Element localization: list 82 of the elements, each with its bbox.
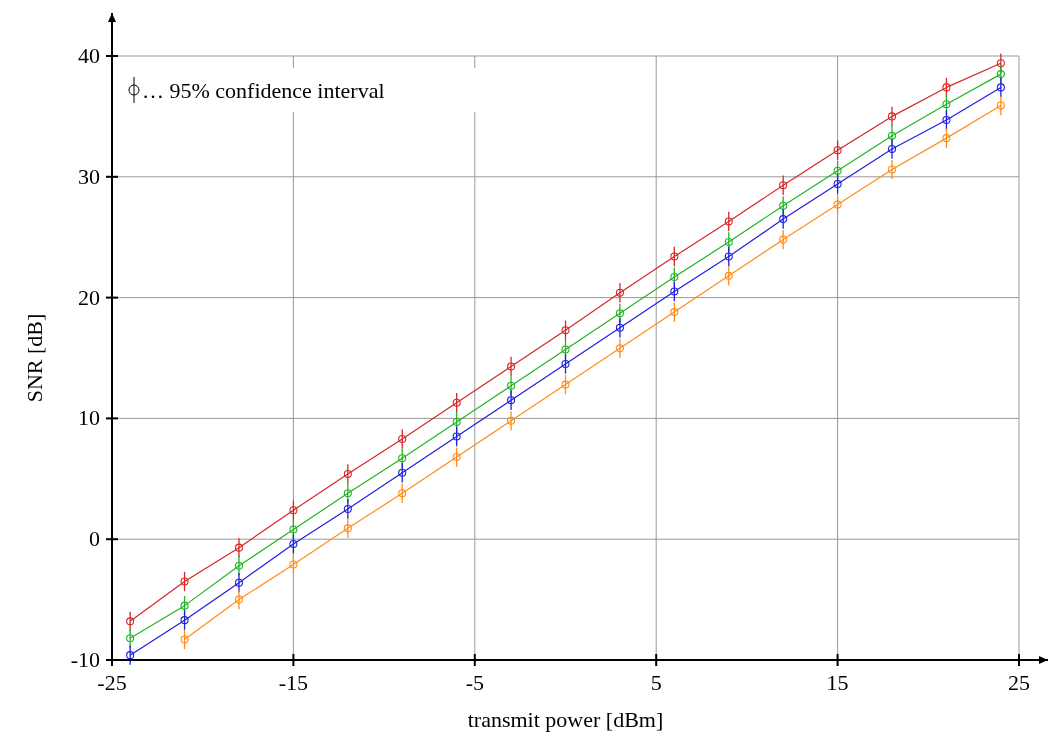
point xyxy=(507,416,516,425)
point xyxy=(724,217,733,226)
point xyxy=(289,506,298,515)
point xyxy=(452,398,461,407)
point xyxy=(615,323,624,332)
point xyxy=(942,134,951,143)
point xyxy=(289,525,298,534)
point xyxy=(234,543,244,552)
point xyxy=(779,235,788,244)
point xyxy=(452,453,461,462)
point xyxy=(833,166,842,175)
y-tick-label: -10 xyxy=(70,647,100,672)
point xyxy=(180,577,189,586)
x-tick-label: 25 xyxy=(1008,670,1030,695)
point xyxy=(289,539,298,549)
point xyxy=(180,635,189,644)
point xyxy=(670,308,679,317)
point xyxy=(234,561,244,570)
point xyxy=(996,70,1005,79)
point xyxy=(561,326,570,335)
point xyxy=(942,115,951,125)
x-tick-label: -25 xyxy=(97,670,127,695)
point xyxy=(343,469,352,479)
x-tick-label: 5 xyxy=(650,670,662,695)
point xyxy=(452,417,461,427)
y-tick-label: 10 xyxy=(78,405,100,431)
point xyxy=(234,578,244,587)
point xyxy=(996,83,1005,92)
point xyxy=(833,180,842,189)
point xyxy=(724,252,733,261)
point xyxy=(507,381,516,390)
x-tick-label: -15 xyxy=(278,670,309,695)
point xyxy=(398,468,407,477)
point xyxy=(126,651,135,660)
y-axis-title: SNR [dB] xyxy=(22,313,47,403)
point xyxy=(126,617,135,626)
point xyxy=(398,454,407,463)
point xyxy=(670,273,679,282)
x-axis-title: transmit power [dBm] xyxy=(467,707,664,732)
point xyxy=(887,131,897,140)
point xyxy=(779,181,788,190)
point xyxy=(289,560,298,569)
point xyxy=(724,237,733,247)
point xyxy=(670,252,679,261)
point xyxy=(398,489,407,498)
x-tick-label: 15 xyxy=(826,670,849,695)
point xyxy=(670,287,679,296)
point xyxy=(561,345,570,354)
point xyxy=(561,359,570,369)
point xyxy=(779,201,788,210)
point xyxy=(615,288,624,297)
x-tick-label: -5 xyxy=(465,670,484,695)
point xyxy=(343,504,352,514)
point xyxy=(833,200,842,209)
point xyxy=(887,165,897,174)
point xyxy=(180,616,189,625)
point xyxy=(126,634,135,643)
y-tick-label: 0 xyxy=(89,526,100,552)
y-tick-label: 40 xyxy=(78,43,100,68)
point xyxy=(234,595,244,604)
point xyxy=(452,432,461,441)
point xyxy=(996,101,1005,110)
point xyxy=(887,144,897,154)
point xyxy=(615,309,624,318)
point xyxy=(507,396,516,405)
point xyxy=(996,59,1005,68)
y-tick-label: 20 xyxy=(78,284,100,310)
point xyxy=(180,601,189,610)
point xyxy=(942,83,951,92)
point xyxy=(833,146,842,155)
point xyxy=(507,362,516,371)
point xyxy=(561,380,570,389)
point xyxy=(343,524,352,533)
point xyxy=(942,100,951,109)
point xyxy=(724,271,733,280)
point xyxy=(398,434,407,443)
point xyxy=(343,489,352,498)
point xyxy=(887,112,897,121)
point xyxy=(779,215,788,224)
y-tick-label: 30 xyxy=(78,163,100,189)
annotation: … 95% confidence interval xyxy=(142,78,385,103)
point xyxy=(615,344,624,353)
